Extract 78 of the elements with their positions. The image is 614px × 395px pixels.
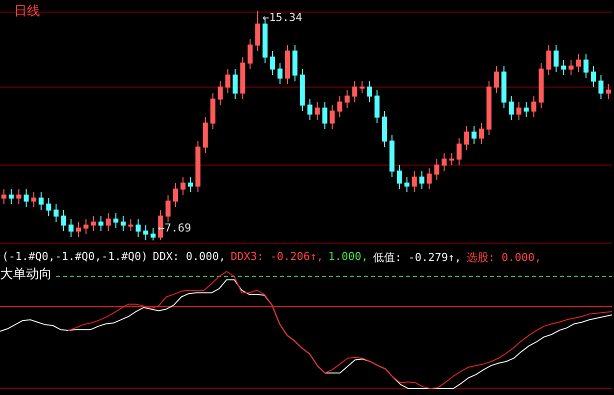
candlestick xyxy=(352,80,358,103)
candlestick xyxy=(54,204,59,223)
candlestick xyxy=(232,68,238,100)
candlestick xyxy=(1,188,6,205)
candlestick xyxy=(180,176,186,196)
candlestick xyxy=(442,152,447,172)
candlestick xyxy=(31,192,36,208)
candlestick xyxy=(590,66,596,88)
candlestick xyxy=(360,80,365,94)
candlestick xyxy=(98,216,104,232)
candlestick xyxy=(24,188,29,208)
candlestick xyxy=(584,54,589,79)
candlestick xyxy=(554,44,559,73)
candlestick xyxy=(270,50,276,76)
candlestick xyxy=(143,224,148,241)
candlestick xyxy=(136,218,141,238)
candlestick xyxy=(426,168,432,190)
candlestick xyxy=(516,102,522,121)
candlestick xyxy=(367,80,372,103)
candlestick xyxy=(113,212,118,229)
candlestick xyxy=(68,218,74,238)
candlestick xyxy=(598,74,604,100)
candlestick xyxy=(434,158,440,181)
candlestick xyxy=(449,152,454,166)
candlestick xyxy=(173,182,178,208)
candlestick xyxy=(322,102,328,130)
text: DDX3: -0.206↑, xyxy=(230,250,324,265)
chart-title: 大单动向 xyxy=(0,265,55,283)
candlestick xyxy=(314,102,320,121)
candlestick xyxy=(106,212,111,232)
candlestick xyxy=(128,218,134,232)
candlestick xyxy=(374,90,380,124)
candlestick xyxy=(8,188,14,205)
candlestick xyxy=(166,194,171,223)
candlestick xyxy=(508,96,514,121)
candlestick xyxy=(255,10,260,52)
candlestick xyxy=(524,102,529,118)
text: 选股: 0.000, xyxy=(466,250,542,265)
annotation: ←15.34 xyxy=(262,10,303,24)
candlestick xyxy=(606,84,611,100)
candlestick xyxy=(76,222,81,238)
candlestick xyxy=(561,60,566,76)
candlestick xyxy=(248,38,253,70)
candlestick xyxy=(337,96,342,118)
candlestick xyxy=(218,80,223,106)
text: 低值: -0.279↑, xyxy=(373,250,462,265)
candlestick xyxy=(531,96,536,118)
candlestick xyxy=(396,164,402,190)
candlestick xyxy=(225,68,230,94)
candlestick xyxy=(464,126,470,151)
candlestick xyxy=(38,192,44,211)
candlestick xyxy=(188,176,193,193)
candlestick xyxy=(412,170,417,193)
chart-title: 日线 xyxy=(14,3,40,20)
candlestick xyxy=(61,210,66,232)
candlestick xyxy=(150,228,156,241)
text: DDX: 0.000, xyxy=(152,250,226,265)
text: 1.000, xyxy=(328,250,368,265)
candlestick xyxy=(494,66,499,94)
candlestick xyxy=(278,62,283,85)
candlestick xyxy=(307,98,312,121)
candlestick xyxy=(16,188,22,205)
candlestick xyxy=(472,126,477,145)
candlestick xyxy=(90,216,96,232)
candlestick xyxy=(479,122,484,145)
candlestick xyxy=(46,198,52,217)
candlestick xyxy=(120,216,126,232)
candlestick xyxy=(456,138,462,166)
candlestick xyxy=(344,90,350,109)
candlestick xyxy=(330,104,335,130)
candlestick xyxy=(546,44,552,76)
candlestick xyxy=(382,110,387,148)
candlestick xyxy=(568,60,574,76)
text: (-1.#Q0,-1.#Q0,-1.#Q0) xyxy=(2,250,148,265)
candlestick xyxy=(576,54,582,73)
candlestick xyxy=(404,176,410,193)
candlestick xyxy=(419,170,424,190)
candlestick xyxy=(83,218,88,235)
